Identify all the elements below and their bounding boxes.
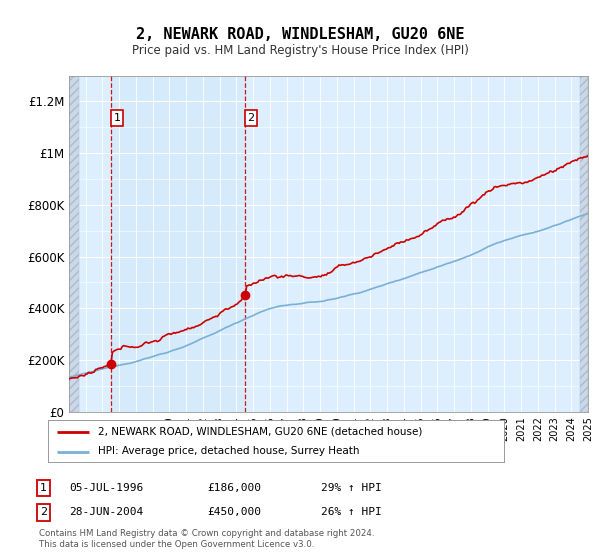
Text: £450,000: £450,000 xyxy=(207,507,261,517)
Text: 28-JUN-2004: 28-JUN-2004 xyxy=(69,507,143,517)
Text: This data is licensed under the Open Government Licence v3.0.: This data is licensed under the Open Gov… xyxy=(39,540,314,549)
Text: £186,000: £186,000 xyxy=(207,483,261,493)
Text: 2, NEWARK ROAD, WINDLESHAM, GU20 6NE: 2, NEWARK ROAD, WINDLESHAM, GU20 6NE xyxy=(136,27,464,42)
Text: 05-JUL-1996: 05-JUL-1996 xyxy=(69,483,143,493)
Text: 1: 1 xyxy=(113,113,121,123)
Bar xyxy=(580,76,588,412)
Text: 29% ↑ HPI: 29% ↑ HPI xyxy=(321,483,382,493)
Text: 1: 1 xyxy=(40,483,47,493)
Text: HPI: Average price, detached house, Surrey Heath: HPI: Average price, detached house, Surr… xyxy=(98,446,359,456)
Text: Contains HM Land Registry data © Crown copyright and database right 2024.: Contains HM Land Registry data © Crown c… xyxy=(39,529,374,538)
Text: 2, NEWARK ROAD, WINDLESHAM, GU20 6NE (detached house): 2, NEWARK ROAD, WINDLESHAM, GU20 6NE (de… xyxy=(98,427,422,437)
Text: 2: 2 xyxy=(247,113,254,123)
Text: Price paid vs. HM Land Registry's House Price Index (HPI): Price paid vs. HM Land Registry's House … xyxy=(131,44,469,57)
Bar xyxy=(69,76,79,412)
Text: 2: 2 xyxy=(40,507,47,517)
Text: 26% ↑ HPI: 26% ↑ HPI xyxy=(321,507,382,517)
Bar xyxy=(111,76,245,412)
